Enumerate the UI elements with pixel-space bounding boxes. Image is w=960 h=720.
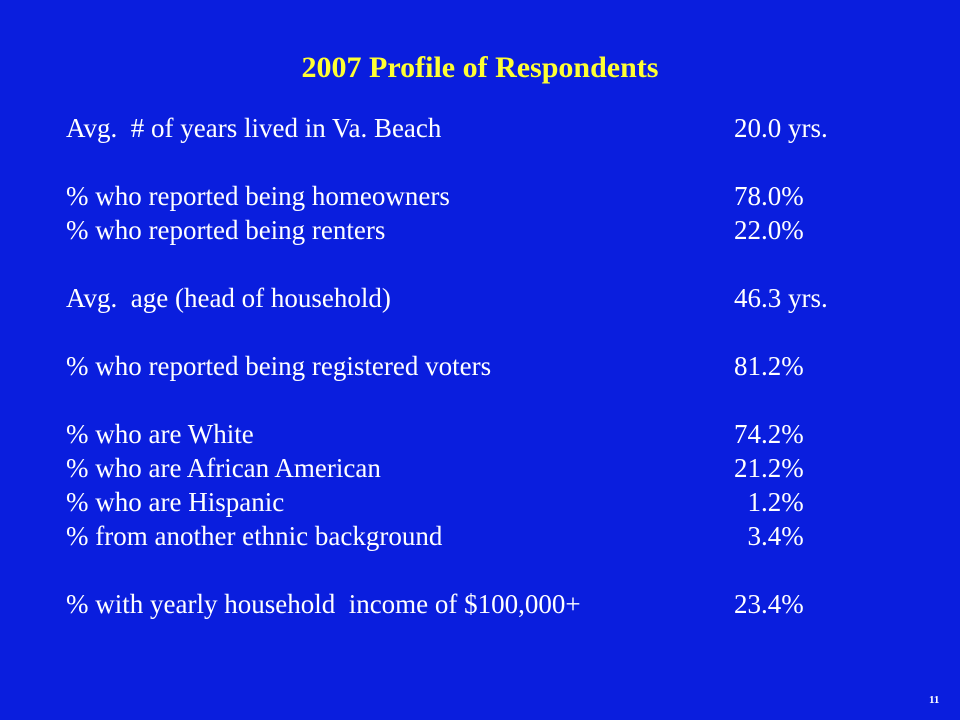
stat-label: % from another ethnic background xyxy=(66,521,443,551)
stat-row-registered-voters: % who reported being registered voters 8… xyxy=(66,349,886,383)
page-number: 11 xyxy=(929,694,940,706)
stat-value: 21.2% xyxy=(734,453,804,483)
stat-label: % with yearly household income of $100,0… xyxy=(66,589,581,619)
stat-value: 22.0% xyxy=(734,215,804,245)
stat-row-income: % with yearly household income of $100,0… xyxy=(66,587,886,621)
stat-row-other-ethnic: % from another ethnic background 3.4% xyxy=(66,519,886,553)
stats-list: Avg. # of years lived in Va. Beach 20.0 … xyxy=(66,111,886,621)
stat-row-homeowners: % who reported being homeowners 78.0% xyxy=(66,179,886,213)
stat-row-african-american: % who are African American 21.2% xyxy=(66,451,886,485)
stat-value: 1.2% xyxy=(734,487,804,517)
stat-label: % who reported being renters xyxy=(66,215,386,245)
slide-title: 2007 Profile of Respondents xyxy=(301,51,659,84)
stat-value: 81.2% xyxy=(734,351,804,381)
stat-row-age: Avg. age (head of household) 46.3 yrs. xyxy=(66,281,886,315)
stat-row-years-lived: Avg. # of years lived in Va. Beach 20.0 … xyxy=(66,111,886,145)
stat-value: 3.4% xyxy=(734,521,804,551)
stat-row-renters: % who reported being renters 22.0% xyxy=(66,213,886,247)
stat-label: Avg. age (head of household) xyxy=(66,283,391,313)
stat-value: 78.0% xyxy=(734,181,804,211)
stat-value: 74.2% xyxy=(734,419,804,449)
stat-label: % who are White xyxy=(66,419,254,449)
stat-label: % who reported being homeowners xyxy=(66,181,450,211)
stat-value: 46.3 yrs. xyxy=(734,283,828,313)
stat-row-hispanic: % who are Hispanic 1.2% xyxy=(66,485,886,519)
stat-value: 23.4% xyxy=(734,589,804,619)
stat-label: Avg. # of years lived in Va. Beach xyxy=(66,113,442,143)
stat-label: % who are African American xyxy=(66,453,381,483)
stat-label: % who are Hispanic xyxy=(66,487,285,517)
stat-row-white: % who are White 74.2% xyxy=(66,417,886,451)
stat-label: % who reported being registered voters xyxy=(66,351,492,381)
stat-value: 20.0 yrs. xyxy=(734,113,828,143)
